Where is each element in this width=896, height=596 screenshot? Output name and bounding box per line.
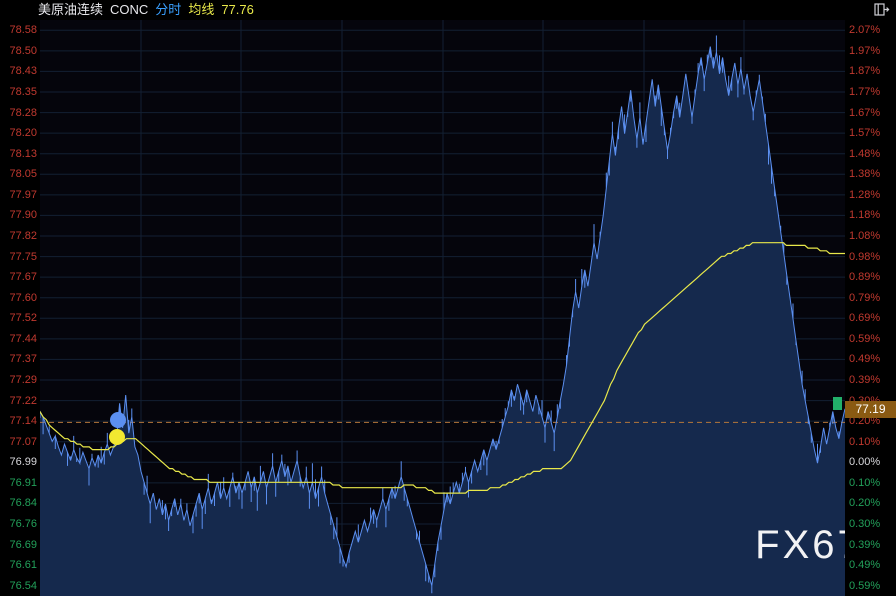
price-axis-tick: 77.07 (9, 435, 37, 448)
price-area-fill (40, 46, 845, 596)
current-price-marker (833, 397, 842, 410)
percent-axis-tick: 0.10% (849, 435, 881, 448)
percent-axis-tick: 1.87% (849, 65, 881, 78)
percent-axis-tick: 0.00% (849, 456, 881, 469)
instrument-name: 美原油连续 (38, 2, 104, 17)
price-axis-tick: 77.44 (9, 332, 37, 345)
chart-mode-label[interactable]: 分时 (155, 2, 182, 17)
percent-axis-tick: 0.20% (849, 415, 881, 428)
percent-axis-tick: 1.97% (849, 44, 881, 57)
price-axis-tick: 78.05 (9, 168, 37, 181)
percent-axis-tick: 0.69% (849, 312, 881, 325)
percent-axis-tick: 1.57% (849, 127, 881, 140)
percent-axis-tick: 0.79% (849, 291, 881, 304)
moving-average-line (40, 242, 845, 494)
price-axis-tick: 78.28 (9, 106, 37, 119)
price-axis-tick: 76.84 (9, 497, 37, 510)
chart-title-bar: 美原油连续 CONC 分时 均线 77.76 (0, 0, 896, 20)
percent-axis-tick: 1.28% (849, 188, 881, 201)
percent-axis-tick: 0.39% (849, 374, 881, 386)
percent-axis-tick: 0.59% (849, 579, 881, 592)
price-axis-tick: 77.75 (9, 250, 37, 263)
percent-axis-tick: 0.20% (849, 497, 881, 510)
percent-axis-tick: 0.59% (849, 332, 881, 345)
percent-axis-tick: 2.07% (849, 24, 881, 37)
price-line (40, 35, 845, 594)
price-axis-tick: 77.82 (9, 230, 37, 242)
price-axis-tick: 77.22 (9, 394, 37, 407)
price-axis-tick: 76.61 (9, 559, 37, 572)
price-axis-tick: 78.58 (9, 24, 37, 37)
percent-axis-tick: 1.67% (849, 106, 881, 119)
indicator-label[interactable]: 均线 (188, 2, 215, 17)
percent-axis-tick: 0.89% (849, 271, 881, 284)
chart-plot-area[interactable] (40, 20, 845, 596)
price-axis-tick: 76.91 (9, 476, 37, 489)
panel-expand-icon[interactable] (874, 2, 890, 17)
percent-axis-tick: 1.38% (849, 168, 881, 181)
percent-axis-tick: 1.08% (849, 230, 881, 242)
percent-axis-right: 2.07% 1.97% 1.87% 1.77% 1.67% 1.57% 1.48% 1.38%… (845, 20, 896, 596)
percent-axis-tick: 0.39% (849, 538, 881, 551)
price-axis-tick: 77.37 (9, 353, 37, 366)
price-axis-tick: 77.29 (9, 374, 37, 386)
percent-axis-tick: 0.98% (849, 250, 881, 263)
current-price-tag: 77.19 (845, 400, 896, 418)
price-axis-tick: 76.69 (9, 538, 37, 551)
chart-canvas (40, 20, 845, 596)
indicator-value: 77.76 (221, 2, 254, 17)
instrument-code: CONC (110, 2, 149, 17)
price-axis-tick: 76.76 (9, 518, 37, 530)
price-axis-tick: 77.90 (9, 209, 37, 222)
price-marker-blue (110, 412, 126, 428)
percent-axis-tick: 1.77% (849, 86, 881, 98)
price-axis-tick: 77.97 (9, 188, 37, 201)
price-axis-tick: 78.35 (9, 86, 37, 98)
price-axis-tick: 76.99 (9, 456, 37, 469)
price-axis-tick: 77.52 (9, 312, 37, 325)
percent-axis-tick: 0.10% (849, 476, 881, 489)
percent-axis-tick: 0.30% (849, 518, 881, 530)
ma-marker-yellow (109, 429, 125, 445)
price-axis-tick: 78.13 (9, 147, 37, 160)
price-axis-tick: 78.20 (9, 127, 37, 140)
price-axis-tick: 77.60 (9, 291, 37, 304)
price-axis-tick: 78.43 (9, 65, 37, 78)
percent-axis-tick: 0.49% (849, 559, 881, 572)
percent-axis-tick: 0.49% (849, 353, 881, 366)
percent-axis-tick: 1.48% (849, 147, 881, 160)
chart-markers (109, 397, 842, 445)
price-axis-tick: 77.14 (9, 415, 37, 428)
price-axis-left: 78.58 78.50 78.43 78.35 78.28 78.20 78.13 78.05… (0, 20, 40, 596)
price-axis-tick: 77.67 (9, 271, 37, 284)
percent-axis-tick: 1.18% (849, 209, 881, 222)
price-axis-tick: 76.54 (9, 579, 37, 592)
price-axis-tick: 78.50 (9, 44, 37, 57)
